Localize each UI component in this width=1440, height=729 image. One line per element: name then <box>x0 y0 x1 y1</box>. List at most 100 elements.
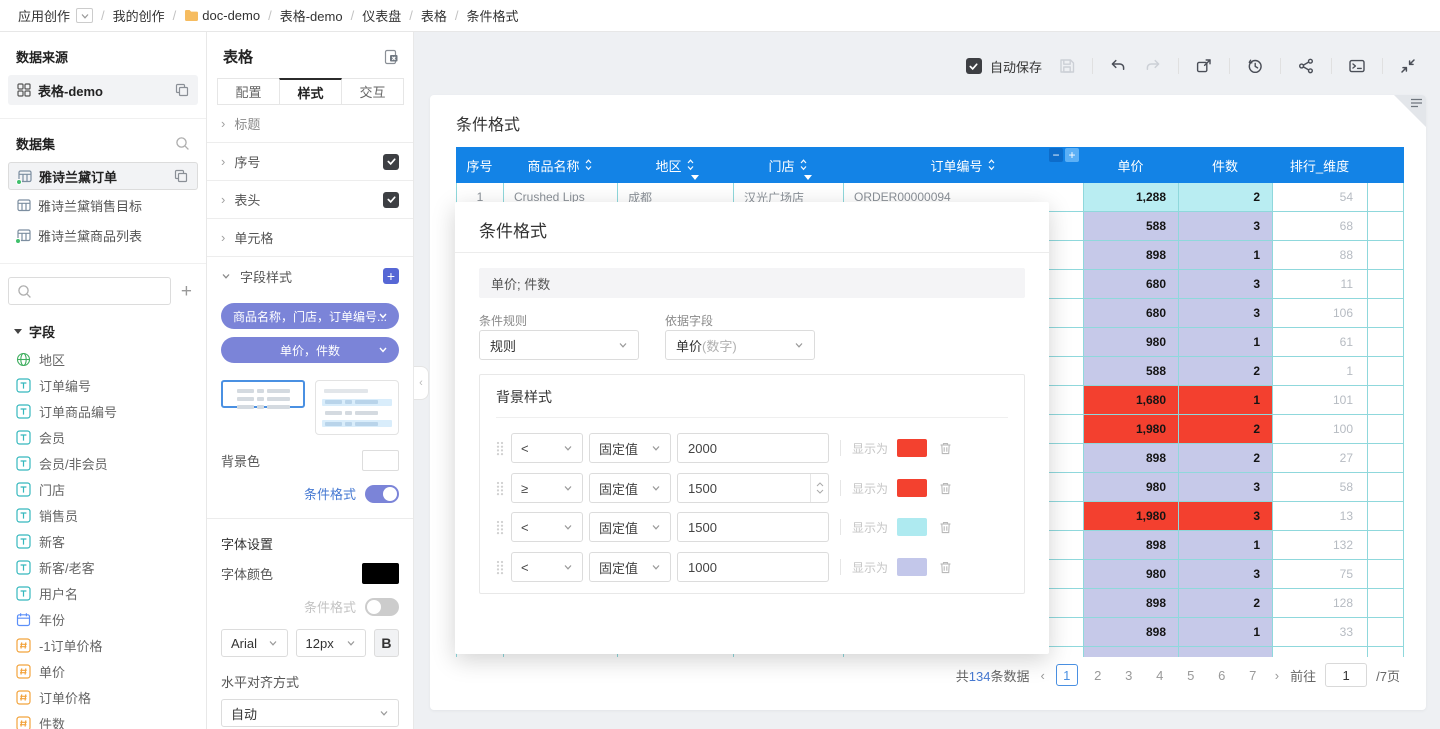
field-item[interactable]: 订单商品编号 <box>0 398 206 424</box>
column-header-排行_维度[interactable]: 排行_维度 <box>1272 147 1367 183</box>
sort-icon[interactable] <box>686 159 695 171</box>
cond-format-toggle-on[interactable] <box>365 484 399 503</box>
field-item[interactable]: 门店 <box>0 476 206 502</box>
prev-page-button[interactable]: ‹ <box>1040 667 1045 683</box>
copy-icon[interactable] <box>174 169 188 183</box>
page-button-5[interactable]: 5 <box>1187 667 1195 683</box>
display-color-swatch[interactable] <box>897 558 928 576</box>
refresh-history-icon[interactable] <box>1245 56 1265 76</box>
data-source-item[interactable]: 表格-demo <box>8 75 198 105</box>
field-item[interactable]: 新客/老客 <box>0 554 206 580</box>
field-search-input[interactable] <box>8 277 171 305</box>
drag-handle-icon[interactable] <box>496 520 504 535</box>
font-family-select[interactable]: Arial <box>221 629 288 657</box>
app-switch-dropdown[interactable] <box>76 8 94 23</box>
operator-select[interactable]: < <box>511 552 583 582</box>
field-item[interactable]: 年份 <box>0 606 206 632</box>
display-color-swatch[interactable] <box>897 439 928 457</box>
table-style-plain-thumbnail[interactable] <box>221 380 306 409</box>
dataset-item[interactable]: 雅诗兰黛商品列表 <box>8 220 198 250</box>
delete-condition-icon[interactable] <box>938 560 953 575</box>
field-style-pill[interactable]: 商品名称，门店，订单编号... <box>221 303 399 329</box>
drag-handle-icon[interactable] <box>496 441 504 456</box>
value-type-select[interactable]: 固定值 <box>589 552 671 582</box>
page-button-4[interactable]: 4 <box>1156 667 1164 683</box>
section-cell-row[interactable]: › 单元格 <box>207 219 413 257</box>
column-header-件数[interactable]: 件数 <box>1178 147 1272 183</box>
dataset-item[interactable]: 雅诗兰黛销售目标 <box>8 190 198 220</box>
page-button-2[interactable]: 2 <box>1094 667 1102 683</box>
field-item[interactable]: 销售员 <box>0 502 206 528</box>
page-button-6[interactable]: 6 <box>1218 667 1226 683</box>
add-field-style-button[interactable]: + <box>383 268 399 284</box>
threshold-input[interactable]: 1000 <box>677 552 829 582</box>
font-color-swatch[interactable] <box>362 563 399 584</box>
tab-交互[interactable]: 交互 <box>341 78 404 105</box>
tab-配置[interactable]: 配置 <box>217 78 280 105</box>
undo-icon[interactable] <box>1108 56 1128 76</box>
number-spinner[interactable] <box>810 474 828 502</box>
field-item[interactable]: -1订单价格 <box>0 632 206 658</box>
header-checkbox[interactable] <box>383 191 399 208</box>
breadcrumb-item[interactable]: 表格 <box>421 6 447 25</box>
field-item[interactable]: 用户名 <box>0 580 206 606</box>
field-item[interactable]: 件数 <box>0 710 206 729</box>
section-index-row[interactable]: › 序号 <box>207 143 413 181</box>
field-item[interactable]: 新客 <box>0 528 206 554</box>
column-header-单价[interactable]: 单价 <box>1083 147 1178 183</box>
breadcrumb-item[interactable]: 表格-demo <box>280 6 343 25</box>
breadcrumb-item[interactable]: 条件格式 <box>466 6 518 25</box>
display-color-swatch[interactable] <box>897 479 928 497</box>
shrink-column-button[interactable]: − <box>1049 148 1063 162</box>
threshold-input[interactable]: 2000 <box>677 433 829 463</box>
field-item[interactable]: 订单编号 <box>0 372 206 398</box>
share-icon[interactable] <box>1296 56 1316 76</box>
section-title-row[interactable]: › 标题 <box>207 105 413 143</box>
operator-select[interactable]: < <box>511 512 583 542</box>
column-header-blank[interactable] <box>1367 147 1403 183</box>
sort-icon[interactable] <box>987 159 996 171</box>
cond-format-link[interactable]: 条件格式 <box>303 487 356 502</box>
display-color-swatch[interactable] <box>897 518 928 536</box>
field-style-pill[interactable]: 单价，件数 <box>221 337 399 363</box>
tab-样式[interactable]: 样式 <box>279 78 342 105</box>
cond-format-toggle-off[interactable] <box>365 597 399 616</box>
index-checkbox[interactable] <box>383 153 399 170</box>
autosave-checkbox[interactable] <box>965 58 982 74</box>
add-field-button[interactable]: + <box>180 280 192 302</box>
console-icon[interactable] <box>1347 56 1367 76</box>
sort-icon[interactable] <box>584 159 593 171</box>
operator-select[interactable]: ≥ <box>511 473 583 503</box>
sort-icon[interactable] <box>799 159 808 171</box>
drag-handle-icon[interactable] <box>496 481 504 496</box>
widget-note-corner[interactable] <box>1394 95 1426 127</box>
drag-handle-icon[interactable] <box>496 560 504 575</box>
export-excel-icon[interactable] <box>383 49 399 65</box>
value-type-select[interactable]: 固定值 <box>589 473 671 503</box>
delete-condition-icon[interactable] <box>938 441 953 456</box>
threshold-input[interactable]: 1500 <box>677 512 829 542</box>
filter-dropdown-icon[interactable] <box>691 175 699 180</box>
column-header-序号[interactable]: 序号 <box>456 147 503 183</box>
delete-condition-icon[interactable] <box>938 481 953 496</box>
page-button-1[interactable]: 1 <box>1055 664 1078 686</box>
font-size-select[interactable]: 12px <box>295 629 366 657</box>
cond-format-link-disabled[interactable]: 条件格式 <box>303 600 356 615</box>
value-type-select[interactable]: 固定值 <box>589 512 671 542</box>
field-item[interactable]: 会员 <box>0 424 206 450</box>
field-item[interactable]: 单价 <box>0 658 206 684</box>
value-type-select[interactable]: 固定值 <box>589 433 671 463</box>
h-align-select[interactable]: 自动 <box>221 699 399 727</box>
column-header-地区[interactable]: 地区 <box>617 147 733 183</box>
collapse-view-icon[interactable] <box>1398 56 1418 76</box>
autosave-control[interactable]: 自动保存 <box>965 57 1042 76</box>
table-style-striped-thumbnail[interactable] <box>315 380 399 435</box>
dataset-item[interactable]: 雅诗兰黛订单 <box>8 162 198 190</box>
next-page-button[interactable]: › <box>1274 667 1280 683</box>
copy-icon[interactable] <box>175 83 189 97</box>
column-header-商品名称[interactable]: 商品名称 <box>503 147 617 183</box>
operator-select[interactable]: < <box>511 433 583 463</box>
panel-collapse-handle[interactable]: ‹ <box>414 366 429 400</box>
search-icon[interactable] <box>175 136 190 151</box>
breadcrumb-item[interactable]: 应用创作 <box>18 6 94 25</box>
